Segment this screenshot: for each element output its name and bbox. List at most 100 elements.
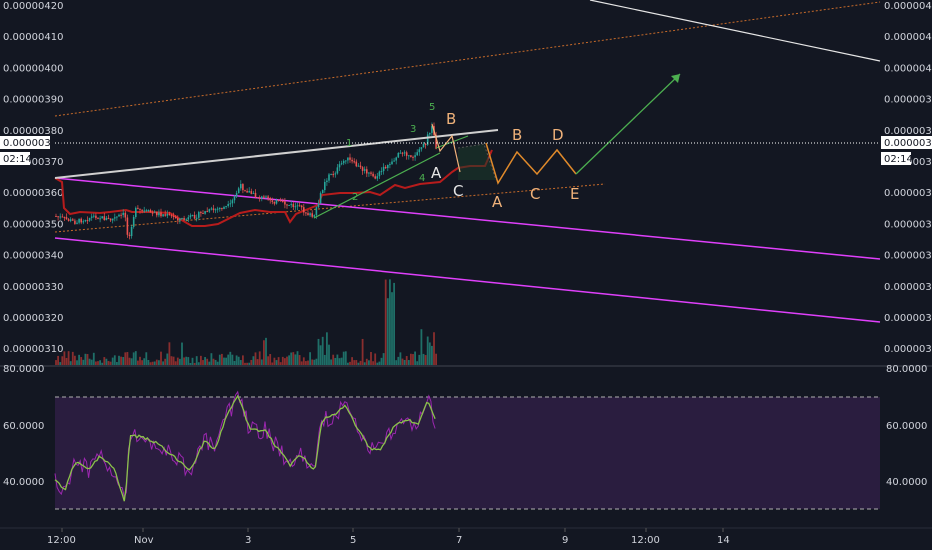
candle-body bbox=[139, 208, 141, 210]
volume-bar bbox=[374, 353, 377, 366]
candle-body bbox=[267, 196, 269, 199]
volume-bar bbox=[109, 361, 112, 366]
candle-body bbox=[374, 176, 376, 179]
volume-bar bbox=[63, 351, 66, 366]
candle-body bbox=[130, 226, 133, 237]
descending-white-line[interactable] bbox=[589, 0, 881, 62]
price-tag-right: 0.00000375 02:14 bbox=[881, 136, 932, 165]
price-tick-label: 0.00000340 bbox=[884, 251, 932, 262]
volume-bar bbox=[216, 361, 219, 366]
price-tag-right-text: 0.00000375 bbox=[884, 138, 932, 149]
price-axis-left: 0.00000420 0.00000410 0.00000400 0.00000390… bbox=[3, 1, 63, 355]
candle-body bbox=[65, 217, 68, 220]
candle-body bbox=[368, 172, 370, 174]
price-pane[interactable]: 0.00000420 0.00000410 0.00000400 0.00000390… bbox=[0, 0, 932, 366]
candle-body bbox=[298, 205, 301, 207]
candle-body bbox=[114, 217, 116, 219]
candle-body bbox=[294, 206, 297, 208]
volume-bar bbox=[214, 359, 217, 366]
wave-label-white-b: B bbox=[446, 110, 456, 128]
candle-body bbox=[408, 155, 410, 157]
candle-body bbox=[57, 216, 59, 218]
volume-bar bbox=[399, 352, 402, 366]
candle-body bbox=[181, 217, 183, 219]
candle-body bbox=[399, 152, 402, 154]
candle-body bbox=[366, 169, 368, 174]
volume-bar bbox=[391, 292, 393, 366]
volume-bar bbox=[82, 359, 85, 366]
candle-body bbox=[426, 134, 429, 145]
target-arrow-head bbox=[671, 74, 680, 83]
rsi-axis-right: 80.0000 60.0000 40.0000 bbox=[886, 364, 927, 488]
volume-bar bbox=[116, 362, 118, 366]
candle-body bbox=[67, 219, 70, 221]
projection-dotted-outline bbox=[457, 143, 497, 181]
rsi-tick-label: 80.0000 bbox=[3, 364, 44, 375]
volume-bar bbox=[212, 358, 215, 366]
candle-body bbox=[235, 193, 238, 197]
candle-body bbox=[84, 220, 87, 222]
candle-body bbox=[172, 215, 175, 217]
volume-bar bbox=[101, 362, 104, 366]
channel-lower-line[interactable] bbox=[54, 237, 881, 323]
volume-bar bbox=[326, 332, 328, 366]
candle-body bbox=[221, 208, 223, 210]
volume-bar bbox=[181, 342, 183, 366]
candle-body bbox=[382, 166, 385, 172]
candle-body bbox=[435, 134, 437, 149]
wave-label-4: 4 bbox=[419, 173, 425, 184]
time-axis[interactable]: 12:00 Nov 3 5 7 9 12:00 14 bbox=[47, 528, 730, 546]
volume-bar bbox=[382, 353, 385, 366]
volume-bar bbox=[347, 362, 349, 366]
volume-bar bbox=[361, 338, 364, 366]
volume-bar bbox=[252, 356, 255, 366]
volume-bar bbox=[128, 357, 131, 366]
candle-body bbox=[261, 196, 263, 199]
price-tick-label: 0.00000330 bbox=[884, 282, 932, 293]
upper-dotted-trendline[interactable] bbox=[54, 1, 881, 117]
candle-body bbox=[313, 215, 316, 217]
candle-body bbox=[296, 205, 299, 207]
lower-dotted-trendline[interactable] bbox=[54, 183, 606, 233]
volume-bar bbox=[139, 356, 141, 366]
volume-bar bbox=[353, 360, 356, 366]
candle-body bbox=[90, 216, 93, 218]
volume-bar bbox=[149, 362, 152, 366]
volume-bar bbox=[147, 359, 150, 366]
channel-upper-line[interactable] bbox=[54, 177, 881, 260]
price-tick-label: 0.00000390 bbox=[3, 95, 63, 106]
volume-bar bbox=[179, 358, 181, 366]
volume-bar bbox=[92, 352, 95, 366]
candle-body bbox=[88, 217, 91, 221]
volume-bar bbox=[263, 340, 265, 366]
candle-body bbox=[210, 208, 213, 210]
candle-body bbox=[103, 216, 106, 221]
volume-bar bbox=[305, 361, 307, 366]
volume-bar bbox=[296, 351, 299, 366]
rsi-tick-label: 80.0000 bbox=[886, 364, 927, 375]
candle-body bbox=[271, 200, 274, 202]
candle-body bbox=[124, 212, 127, 218]
volume-bar bbox=[206, 358, 209, 366]
volume-bar bbox=[204, 357, 206, 366]
rising-trendline[interactable] bbox=[54, 129, 499, 179]
candle-body bbox=[126, 217, 129, 235]
wedge-upper-line[interactable] bbox=[435, 135, 469, 149]
candle-body bbox=[395, 157, 397, 161]
volume-bar bbox=[208, 361, 211, 366]
volume-bar bbox=[105, 358, 108, 366]
candle-body bbox=[393, 160, 395, 162]
volume-bar bbox=[155, 359, 158, 366]
volume-bar bbox=[124, 352, 127, 366]
rsi-pane[interactable]: 80.0000 60.0000 40.0000 80.0000 60.0000 40.0… bbox=[3, 364, 927, 510]
volume-bar bbox=[323, 354, 326, 366]
volume-bar bbox=[336, 354, 339, 366]
candle-body bbox=[397, 153, 400, 158]
volume-bar bbox=[349, 361, 351, 366]
wedge-lower-line[interactable] bbox=[313, 152, 441, 219]
volume-bar bbox=[368, 360, 370, 366]
candle-body bbox=[135, 207, 137, 217]
volume-bar bbox=[311, 359, 314, 366]
candle-body bbox=[72, 219, 74, 221]
